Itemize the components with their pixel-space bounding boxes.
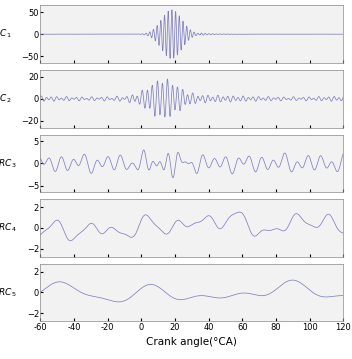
Y-axis label: PRC$_4$: PRC$_4$ xyxy=(0,222,17,234)
Y-axis label: PRC$_5$: PRC$_5$ xyxy=(0,286,17,299)
Y-axis label: PRC$_3$: PRC$_3$ xyxy=(0,157,17,169)
X-axis label: Crank angle(°CA): Crank angle(°CA) xyxy=(146,337,237,347)
Y-axis label: PRC$_2$: PRC$_2$ xyxy=(0,93,11,105)
Y-axis label: PRC$_1$: PRC$_1$ xyxy=(0,28,11,41)
